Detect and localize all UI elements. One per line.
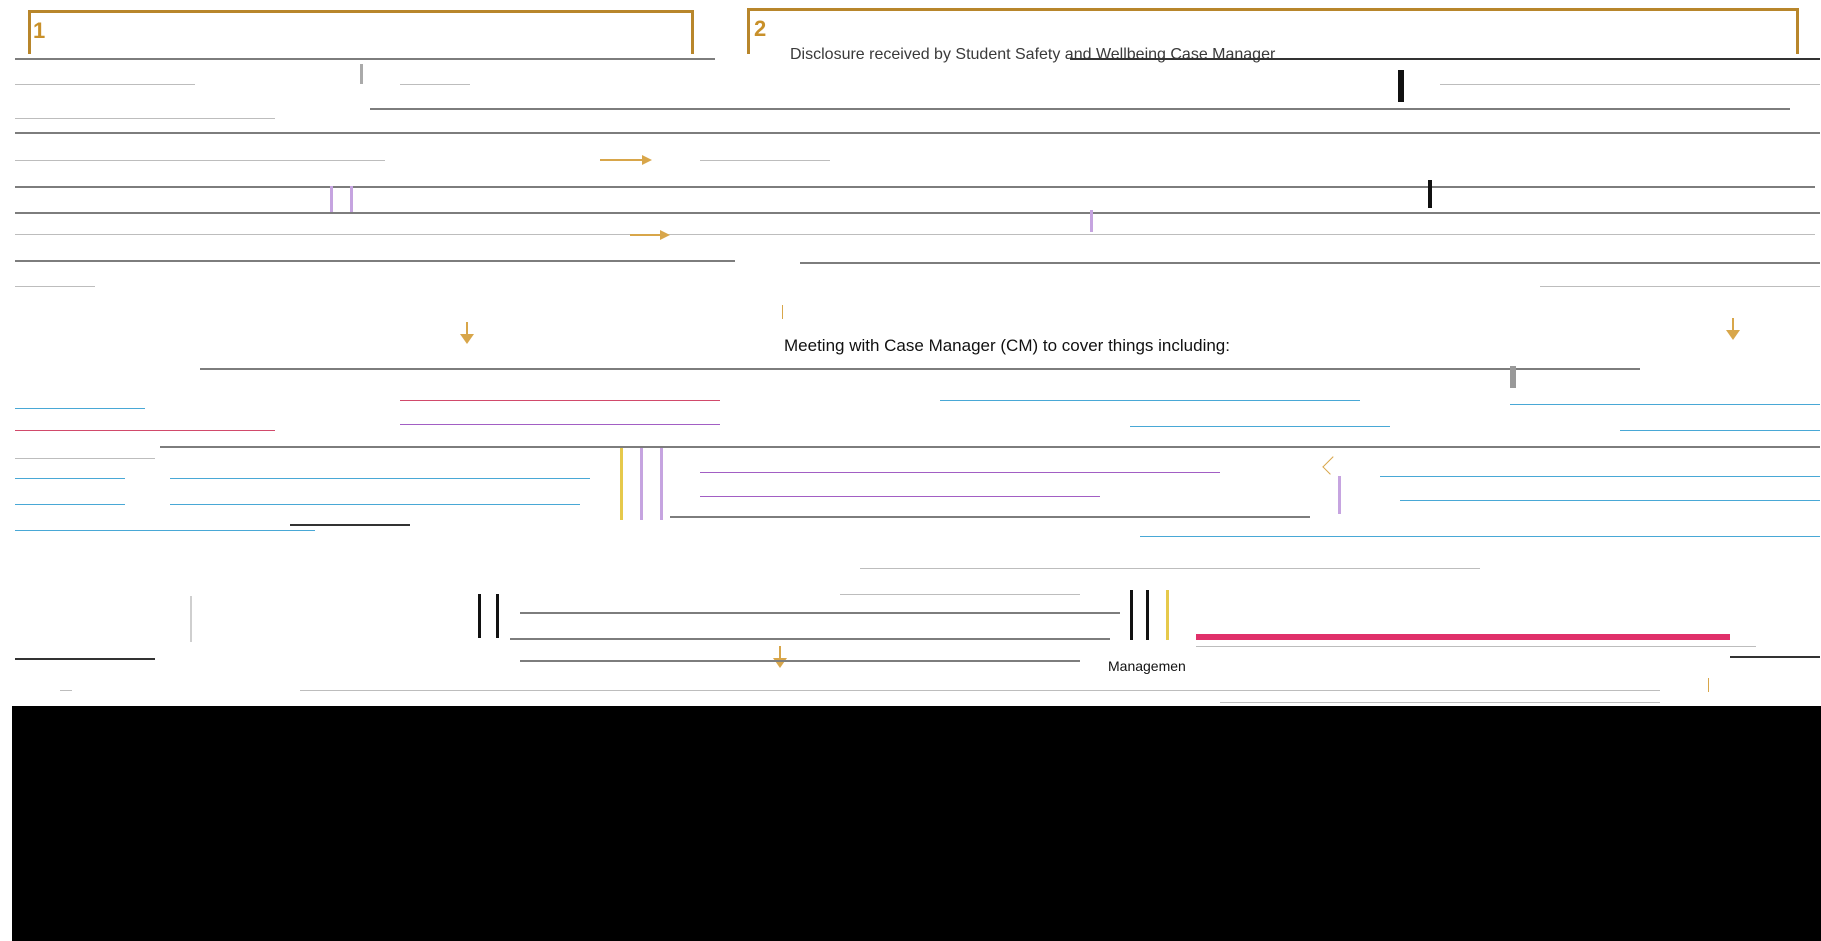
scan-line — [200, 368, 1640, 370]
chevron-left-icon — [1322, 456, 1341, 475]
scan-line — [170, 478, 590, 479]
scan-line — [1440, 84, 1820, 85]
scan-bar — [330, 186, 333, 212]
step-marker — [782, 305, 793, 319]
scan-line — [1540, 286, 1820, 287]
pink-accent-bar — [1196, 634, 1730, 640]
step-1-box — [28, 10, 694, 54]
scan-line — [520, 660, 1080, 662]
scan-line — [15, 132, 1820, 134]
step-2-number: 2 — [754, 16, 767, 41]
scan-bar — [640, 448, 643, 520]
scan-bar — [1428, 180, 1432, 208]
scan-line — [15, 234, 1815, 235]
scan-line — [15, 530, 315, 531]
scan-line — [1140, 536, 1820, 537]
scan-line — [1130, 426, 1390, 427]
scan-line — [1220, 702, 1660, 703]
scan-line — [860, 568, 1480, 569]
scan-line — [15, 430, 275, 431]
scan-line — [700, 472, 1220, 473]
scan-line — [15, 260, 735, 262]
scan-bar — [360, 64, 363, 84]
scan-line — [510, 638, 1110, 640]
scan-line — [670, 516, 1310, 518]
scan-line — [15, 286, 95, 287]
scan-line — [940, 400, 1360, 401]
scan-line — [840, 594, 1080, 595]
scan-line — [15, 408, 145, 409]
scan-line — [15, 658, 155, 660]
black-footer-band — [12, 706, 1821, 941]
scan-line — [160, 446, 1820, 448]
scan-bar — [620, 448, 623, 520]
scan-bar — [1166, 590, 1169, 640]
scan-line — [170, 504, 580, 505]
scan-line — [15, 186, 1815, 188]
scan-line — [15, 458, 155, 459]
step-2-heading: Disclosure received by Student Safety an… — [790, 46, 1276, 63]
scan-line — [1070, 58, 1820, 60]
scan-line — [300, 690, 1660, 691]
scan-line — [1510, 404, 1820, 405]
scan-line — [15, 84, 195, 85]
scan-line — [400, 424, 720, 425]
scan-bar — [1398, 70, 1404, 102]
meeting-heading: Meeting with Case Manager (CM) to cover … — [784, 336, 1230, 355]
scan-line — [1620, 430, 1820, 431]
scan-line — [15, 504, 125, 505]
scan-line — [15, 478, 125, 479]
scan-line — [15, 212, 1820, 214]
scan-line — [400, 400, 720, 401]
scan-line — [1730, 656, 1820, 658]
scan-bar — [496, 594, 499, 638]
scan-line — [700, 160, 830, 161]
scan-bar — [478, 594, 481, 638]
scan-bar — [660, 448, 663, 520]
management-label: Managemen — [1108, 658, 1186, 674]
scan-bar — [350, 186, 353, 212]
scan-line — [400, 84, 470, 85]
scan-line — [15, 160, 385, 161]
scan-line — [1400, 500, 1820, 501]
arrow-down — [773, 646, 787, 668]
arrow-down — [460, 322, 474, 344]
arrow-right — [600, 155, 652, 165]
scan-line — [520, 612, 1120, 614]
scan-bar — [1130, 590, 1133, 640]
scan-bar — [1338, 476, 1341, 514]
scan-line — [290, 524, 410, 526]
scan-bar — [1090, 210, 1093, 232]
scan-line — [370, 108, 1790, 110]
step-1-number: 1 — [33, 18, 46, 43]
scan-line — [15, 118, 275, 119]
scan-line — [15, 58, 715, 60]
scan-line — [800, 262, 1820, 264]
arrow-down — [1726, 318, 1740, 340]
scan-line — [1380, 476, 1820, 477]
step-marker — [1708, 678, 1717, 692]
scan-line — [1196, 646, 1756, 647]
scan-line — [60, 690, 72, 691]
scan-bar — [190, 596, 192, 642]
scan-bar — [1146, 590, 1149, 640]
arrow-right — [630, 230, 670, 240]
scan-line — [700, 496, 1100, 497]
scan-bar — [1510, 366, 1516, 388]
step-2-box — [747, 8, 1799, 54]
